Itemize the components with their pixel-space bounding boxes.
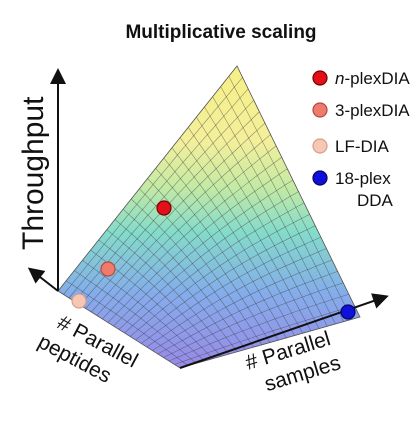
mesh-line-u (146, 248, 327, 348)
mesh-line-u (163, 282, 344, 358)
point-18-plex-dda (340, 304, 356, 320)
mesh-line-u (141, 236, 322, 344)
legend-label-n-rest: -plexDIA (344, 69, 410, 88)
figure-title: Multiplicative scaling (125, 22, 316, 43)
x-axis-left (27, 267, 59, 292)
mesh-line-v (179, 137, 303, 334)
mesh-line-u (168, 293, 349, 362)
mesh-line-u (174, 305, 355, 365)
legend-marker-18-plex-dda (312, 170, 328, 186)
legend-label-3-plexdia: 3-plexDIA (335, 101, 410, 120)
mesh-line-u (124, 202, 305, 334)
legend-marker-3-plexdia (312, 102, 328, 118)
legend-item-18-plex-dda: 18-plex DDA (312, 169, 394, 210)
mesh-line-v (228, 76, 353, 320)
y-axis-label: Throughput (17, 96, 50, 250)
legend-marker-n-plexdia (312, 70, 328, 86)
data-points (71, 200, 356, 320)
mesh-line-v (171, 147, 295, 336)
scaling-surface (57, 65, 361, 369)
mesh-line-v (147, 178, 271, 343)
legend-item-3-plexdia: 3-plexDIA (312, 101, 410, 120)
mesh-line-v (163, 157, 287, 339)
mesh-line-v (196, 116, 320, 329)
point-n-plexdia (156, 200, 172, 216)
mesh-line-u (152, 259, 333, 351)
legend: n-plexDIA 3-plexDIA LF-DIA 18-plex DDA (312, 69, 410, 210)
mesh-line-v (187, 127, 312, 332)
legend-item-n-plexdia: n-plexDIA (312, 69, 410, 88)
surface-outline (57, 65, 361, 369)
legend-label-n-italic: n (335, 69, 344, 88)
mesh-line-v (155, 168, 279, 341)
mesh-line-u (135, 225, 316, 341)
point-lf-dia (71, 293, 87, 309)
legend-label-dda: DDA (357, 191, 394, 210)
point-3-plexdia (100, 261, 116, 277)
legend-label-n-plexdia: n-plexDIA (335, 69, 410, 88)
mesh-line-v (220, 86, 344, 322)
legend-marker-lf-dia (312, 138, 328, 154)
mesh-line-u (129, 214, 310, 337)
legend-item-lf-dia: LF-DIA (312, 137, 390, 156)
mesh-line-u (157, 271, 338, 355)
legend-label-lf-dia: LF-DIA (335, 137, 390, 156)
legend-label-18-plex: 18-plex (335, 169, 391, 188)
mesh-line-v (212, 96, 336, 325)
surface-fill (58, 66, 360, 368)
mesh-line-v (204, 106, 328, 327)
